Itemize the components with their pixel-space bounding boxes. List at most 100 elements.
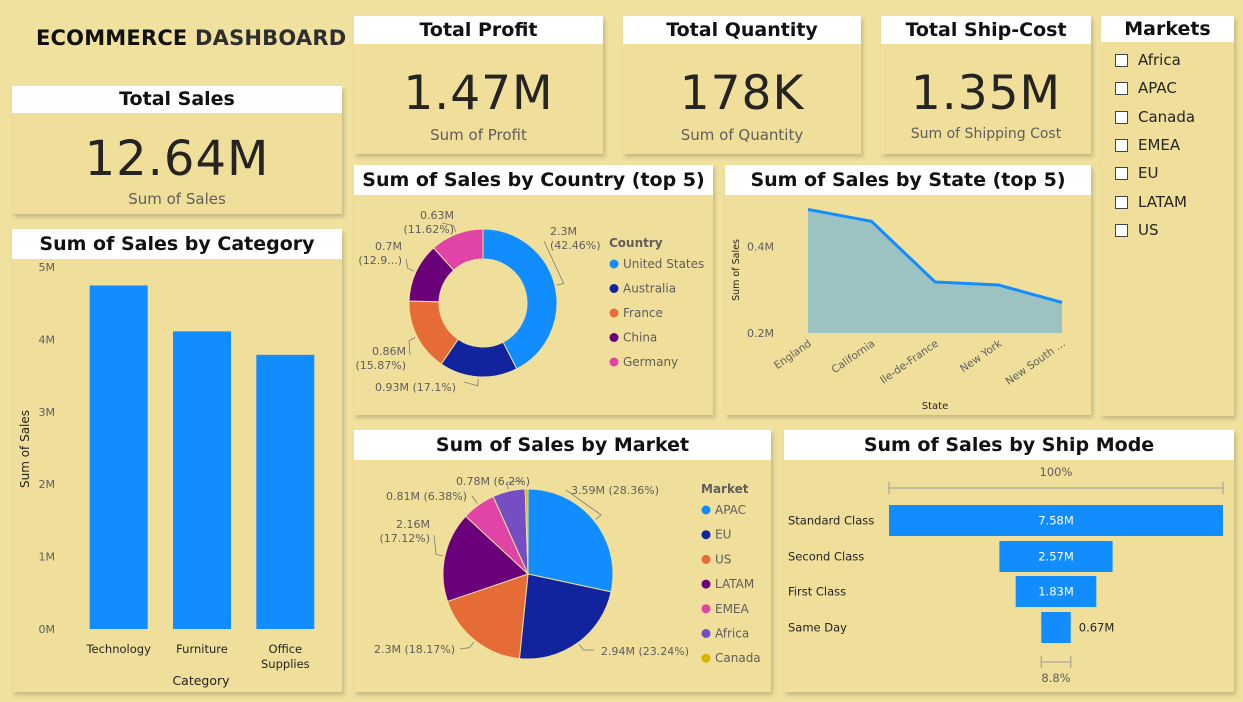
leader-line <box>463 378 479 387</box>
slicer-item-label: Canada <box>1138 108 1196 126</box>
checkbox-icon[interactable] <box>1115 81 1128 95</box>
checkbox-icon[interactable] <box>1115 138 1128 152</box>
slicer-item-us[interactable]: US <box>1115 221 1159 239</box>
total-shipcost-title: Total Ship-Cost <box>881 16 1091 44</box>
data-label: 2.94M (23.24%) <box>601 645 689 658</box>
data-label: 0.93M (17.1%) <box>375 381 456 394</box>
data-label: 2.3M (18.17%) <box>374 643 455 656</box>
total-quantity-title: Total Quantity <box>623 16 861 44</box>
funnel-category-label: First Class <box>788 585 846 599</box>
slicer-item-label: LATAM <box>1138 193 1187 211</box>
total-shipcost-card: Total Ship-Cost 1.35M Sum of Shipping Co… <box>881 16 1091 154</box>
x-tick-label: Office <box>269 642 303 656</box>
leader-line <box>543 240 565 286</box>
total-quantity-label: Sum of Quantity <box>680 126 804 144</box>
legend-marker <box>609 357 619 367</box>
bar-technology <box>89 285 148 629</box>
funnel-value-label: 7.58M <box>1038 514 1074 528</box>
state-chart-title: Sum of Sales by State (top 5) <box>725 165 1091 195</box>
total-profit-label: Sum of Profit <box>430 126 527 144</box>
slice-germany <box>432 228 484 271</box>
funnel-category-label: Standard Class <box>788 514 874 528</box>
total-profit-value: 1.47M <box>403 66 554 121</box>
data-label: 2.16M <box>396 518 430 531</box>
data-label: (17.12%) <box>379 532 430 545</box>
dashboard-title-part2: DASHBOARD <box>195 26 347 50</box>
legend-label: China <box>623 331 657 345</box>
total-sales-title: Total Sales <box>12 86 342 113</box>
state-chart-card: Sum of Sales by State (top 5) 0.2M 0.4M En… <box>725 165 1091 415</box>
x-tick-label: England <box>772 338 814 372</box>
data-label: (11.62%) <box>403 223 454 236</box>
market-chart-card: Sum of Sales by Market 3.59M (28.36%) 2.9… <box>354 430 771 692</box>
legend-marker <box>701 554 711 564</box>
legend-label: LATAM <box>715 577 754 591</box>
data-label: 0.63M <box>420 209 454 222</box>
legend-title: Country <box>609 236 663 250</box>
area-line <box>807 207 1063 304</box>
data-label: 3.59M (28.36%) <box>571 484 659 497</box>
legend-marker <box>701 604 711 614</box>
legend-label: EU <box>715 528 731 542</box>
country-chart-card: Sum of Sales by Country (top 5) 2.3M (42.… <box>354 165 713 415</box>
x-axis-title: State <box>922 401 948 412</box>
legend-label: EMEA <box>715 602 750 616</box>
data-label: 0.7M <box>375 240 402 253</box>
y-tick-label: 3M <box>39 406 56 419</box>
slice-eu <box>518 573 612 660</box>
slicer-item-label: Africa <box>1138 51 1181 69</box>
funnel-value-label: 0.67M <box>1079 621 1115 635</box>
total-sales-card: Total Sales 12.64M Sum of Sales <box>12 86 342 214</box>
slicer-item-canada[interactable]: Canada <box>1115 108 1195 126</box>
leader-line <box>565 489 602 520</box>
checkbox-icon[interactable] <box>1115 195 1128 209</box>
checkbox-icon[interactable] <box>1115 223 1128 237</box>
x-tick-label: Technology <box>85 642 151 656</box>
y-tick-label: 5M <box>39 261 56 274</box>
total-profit-title: Total Profit <box>354 16 603 44</box>
market-pie-chart: 3.59M (28.36%) 2.94M (23.24%) 2.3M (18.17%… <box>374 475 761 665</box>
funnel-bar-first-class <box>1015 576 1097 607</box>
y-tick-label: 0.2M <box>747 327 774 340</box>
data-label: (12.9...) <box>358 254 402 267</box>
total-profit-card: Total Profit 1.47M Sum of Profit <box>354 16 603 154</box>
bar-office-supplies <box>256 354 315 629</box>
x-tick-label: New South ... <box>1003 338 1067 388</box>
legend-title: Market <box>701 482 749 496</box>
slice-canada <box>524 488 529 575</box>
shipmode-chart-card: Sum of Sales by Ship Mode 100% Standard C… <box>784 430 1234 692</box>
slicer-item-emea[interactable]: EMEA <box>1115 136 1180 154</box>
slicer-item-eu[interactable]: EU <box>1115 164 1158 182</box>
funnel-bar-second-class <box>999 541 1113 572</box>
total-quantity-value: 178K <box>679 66 805 121</box>
legend-marker <box>701 653 711 663</box>
slicer-item-africa[interactable]: Africa <box>1115 51 1181 69</box>
leader-line <box>441 222 457 233</box>
total-shipcost-value: 1.35M <box>910 66 1062 121</box>
funnel-category-label: Same Day <box>788 621 847 635</box>
leader-line <box>459 641 475 650</box>
y-axis-title: Sum of Sales <box>18 410 32 488</box>
slicer-item-latam[interactable]: LATAM <box>1115 193 1187 211</box>
total-quantity-card: Total Quantity 178K Sum of Quantity <box>623 16 861 154</box>
slicer-item-apac[interactable]: APAC <box>1115 79 1177 97</box>
checkbox-icon[interactable] <box>1115 166 1128 180</box>
checkbox-icon[interactable] <box>1115 110 1128 124</box>
data-label: (42.46%) <box>550 239 601 252</box>
slice-apac <box>527 488 614 593</box>
legend-marker <box>701 629 711 638</box>
data-label: (15.87%) <box>355 359 406 372</box>
total-sales-label: Sum of Sales <box>128 190 226 208</box>
country-donut-chart: 2.3M(42.46%) 0.93M (17.1%) 0.86M(15.87%) 0.… <box>355 209 704 394</box>
funnel-value-label: 2.57M <box>1038 550 1074 564</box>
y-tick-label: 0.4M <box>747 240 774 253</box>
shipmode-funnel-chart: 100% Standard Class 7.58M Second Class 2.57M… <box>788 465 1224 685</box>
funnel-category-label: Second Class <box>788 550 864 564</box>
slice-us <box>446 573 529 660</box>
checkbox-icon[interactable] <box>1115 53 1128 67</box>
legend-marker <box>701 530 711 540</box>
leader-line <box>471 495 478 504</box>
y-tick-label: 4M <box>39 333 56 346</box>
dashboard-title-part1: ECOMMERCE <box>36 26 188 50</box>
funnel-top-label: 100% <box>1040 465 1073 479</box>
